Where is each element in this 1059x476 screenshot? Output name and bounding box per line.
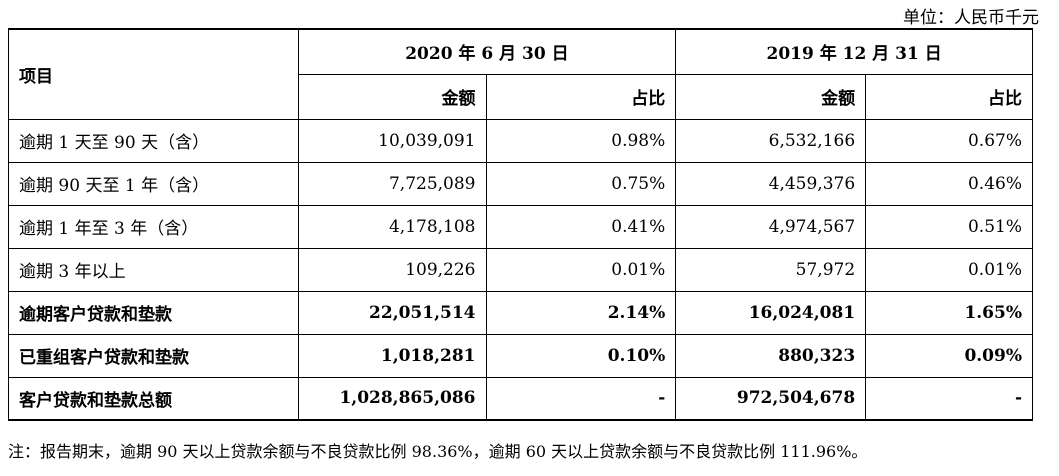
header-row-periods: 项目 2020 年 6 月 30 日 2019 年 12 月 31 日 — [8, 28, 1033, 120]
ratio-2020: 0.41% — [485, 204, 677, 249]
header-row-columns: 金额 占比 金额 占比 — [9, 73, 1033, 120]
ratio-2019: 0.01% — [865, 247, 1033, 292]
ratio-2020: 0.01% — [485, 247, 677, 292]
amount-2019: 57,972 — [675, 247, 867, 292]
table-row-restructured: 已重组客户贷款和垫款 1,018,281 0.10% 880,323 0.09% — [8, 333, 1033, 378]
amount-2020: 10,039,091 — [297, 118, 487, 163]
row-label: 逾期客户贷款和垫款 — [8, 290, 299, 335]
ratio-2019: 0.67% — [865, 118, 1033, 163]
header-amount-2019: 金额 — [675, 73, 867, 120]
table-row: 逾期 1 年至 3 年（含） 4,178,108 0.41% 4,974,567… — [8, 204, 1033, 249]
table-row-subtotal: 逾期客户贷款和垫款 22,051,514 2.14% 16,024,081 1.… — [8, 290, 1033, 335]
row-label: 客户贷款和垫款总额 — [8, 376, 299, 421]
row-label: 已重组客户贷款和垫款 — [8, 333, 299, 378]
ratio-2019: 0.51% — [865, 204, 1033, 249]
header-item: 项目 — [8, 28, 299, 120]
amount-2020: 22,051,514 — [297, 290, 487, 335]
table-row-total: 客户贷款和垫款总额 1,028,865,086 - 972,504,678 - — [8, 376, 1033, 421]
row-label: 逾期 90 天至 1 年（含） — [8, 161, 299, 206]
amount-2019: 972,504,678 — [675, 376, 867, 421]
ratio-2019: 1.65% — [865, 290, 1033, 335]
unit-label: 单位：人民币千元 — [903, 8, 1039, 28]
header-ratio-2019: 占比 — [865, 73, 1033, 120]
amount-2020: 7,725,089 — [297, 161, 487, 206]
header-period-2019: 2019 年 12 月 31 日 — [675, 28, 1033, 75]
ratio-2019: - — [865, 376, 1033, 421]
ratio-2019: 0.09% — [865, 333, 1033, 378]
header-amount-2020: 金额 — [297, 73, 487, 120]
amount-2019: 880,323 — [675, 333, 867, 378]
row-label: 逾期 1 天至 90 天（含） — [8, 118, 299, 163]
row-label: 逾期 1 年至 3 年（含） — [8, 204, 299, 249]
row-label: 逾期 3 年以上 — [8, 247, 299, 292]
amount-2019: 6,532,166 — [675, 118, 867, 163]
ratio-2020: 0.98% — [485, 118, 677, 163]
footnote: 注：报告期末，逾期 90 天以上贷款余额与不良贷款比例 98.36%，逾期 60… — [8, 442, 868, 461]
amount-2019: 4,974,567 — [675, 204, 867, 249]
amount-2020: 1,018,281 — [297, 333, 487, 378]
ratio-2020: 0.10% — [485, 333, 677, 378]
table-row: 逾期 1 天至 90 天（含） 10,039,091 0.98% 6,532,1… — [8, 118, 1033, 163]
header-ratio-2020: 占比 — [485, 73, 677, 120]
amount-2020: 1,028,865,086 — [297, 376, 487, 421]
header-period-2020: 2020 年 6 月 30 日 — [297, 28, 677, 75]
amount-2019: 16,024,081 — [675, 290, 867, 335]
ratio-2020: 0.75% — [485, 161, 677, 206]
ratio-2019: 0.46% — [865, 161, 1033, 206]
amount-2019: 4,459,376 — [675, 161, 867, 206]
table-row: 逾期 90 天至 1 年（含） 7,725,089 0.75% 4,459,37… — [8, 161, 1033, 206]
amount-2020: 4,178,108 — [297, 204, 487, 249]
amount-2020: 109,226 — [297, 247, 487, 292]
table-row: 逾期 3 年以上 109,226 0.01% 57,972 0.01% — [8, 247, 1033, 292]
ratio-2020: 2.14% — [485, 290, 677, 335]
ratio-2020: - — [485, 376, 677, 421]
overdue-loans-table: 项目 2020 年 6 月 30 日 2019 年 12 月 31 日 金额 占… — [8, 28, 1033, 421]
